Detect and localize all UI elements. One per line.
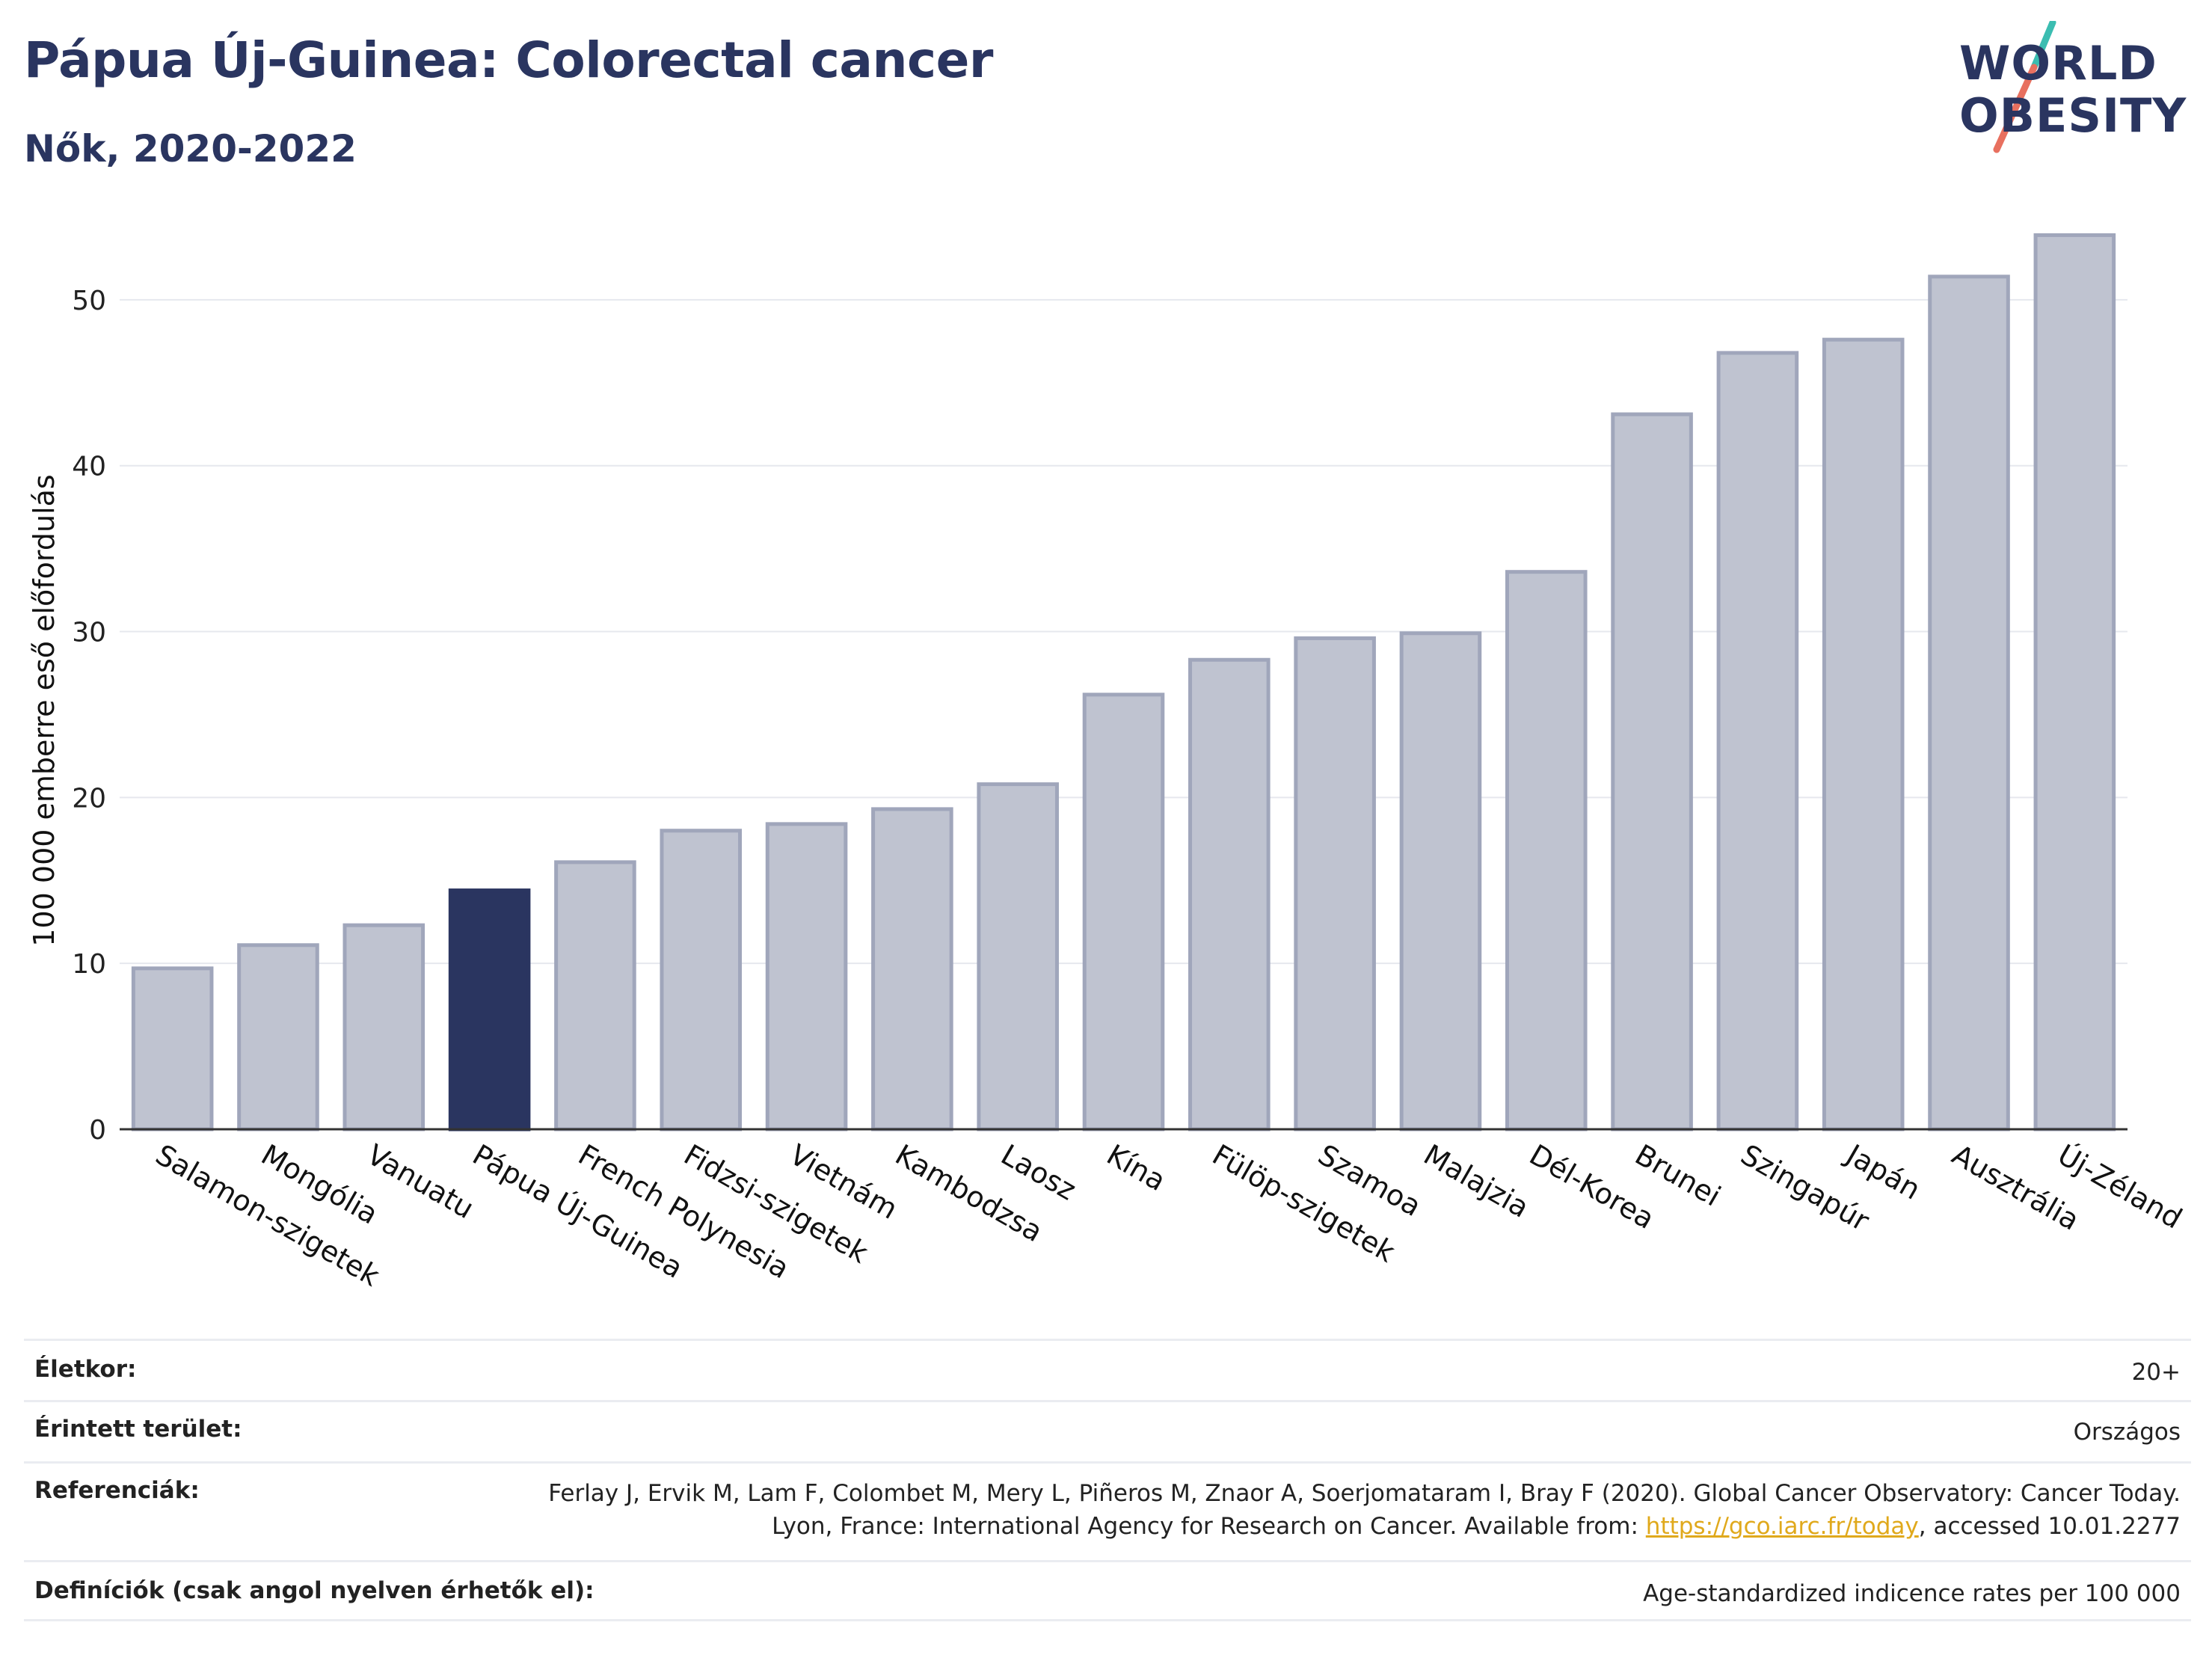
info-row-area: Érintett terület: Országos [24,1400,2191,1461]
page-title: Pápua Új-Guinea: Colorectal cancer [24,31,993,89]
bar-chart: 0 10 20 30 40 50 Salamon-szigetekMongóliaVanu… [28,233,2188,1293]
bar [1716,351,1799,1132]
y-tick-labels: 0 10 20 30 40 50 [72,286,106,1146]
y-axis-label: 100 000 emberre eső előfordulás [28,474,61,946]
bar [1082,693,1165,1132]
world-obesity-logo: WORLD OBESITY [1944,21,2202,163]
x-tick-label: Vanuatu [361,1138,479,1225]
logo-line2: OBESITY [1959,88,2187,143]
bar [2033,233,2116,1132]
bar [1294,636,1376,1132]
x-tick-label: Kína [1102,1138,1172,1198]
x-tick-label: Malajzia [1419,1138,1535,1224]
info-row-definitions: Definíciók (csak angol nyelven érhetők e… [24,1560,2191,1621]
y-tick-label: 0 [89,1115,106,1146]
definitions-label: Definíciók (csak angol nyelven érhetők e… [34,1577,595,1604]
bar [1611,412,1693,1132]
references-text: Ferlay J, Ervik M, Lam F, Colombet M, Me… [548,1480,2181,1540]
info-table: Életkor: 20+ Érintett terület: Országos … [24,1339,2191,1621]
bar [1928,274,2010,1132]
references-tail: , accessed 10.01.2277 [1918,1513,2181,1540]
y-tick-label: 30 [72,618,106,648]
logo-slash-icon [1993,21,2056,153]
references-value: Ferlay J, Ervik M, Lam F, Colombet M, Me… [498,1477,2191,1543]
bar [1399,631,1482,1132]
bar [660,829,743,1132]
bar [871,807,953,1132]
bar [342,923,425,1132]
bar [1188,657,1271,1132]
y-tick-label: 20 [72,783,106,814]
y-tick-label: 50 [72,286,106,316]
bar [131,966,214,1132]
bar [448,888,531,1132]
y-tick-label: 10 [72,949,106,980]
page-subtitle: Nők, 2020-2022 [24,127,357,171]
logo-line1: WORLD [1959,36,2157,90]
age-value: 20+ [2131,1359,2181,1386]
definitions-value: Age-standardized indicence rates per 100… [1643,1580,2181,1607]
info-row-references: Referenciák: Ferlay J, Ervik M, Lam F, C… [24,1461,2191,1560]
bar [977,782,1059,1132]
references-label: Referenciák: [34,1477,200,1504]
info-row-age: Életkor: 20+ [24,1339,2191,1400]
bar [765,822,848,1132]
area-value: Országos [2073,1419,2181,1446]
references-link[interactable]: https://gco.iarc.fr/today [1645,1513,1919,1540]
bar [1505,570,1588,1132]
bar [237,943,319,1132]
x-tick-label: Fülöp-szigetek [1207,1138,1401,1269]
bar [1822,337,1905,1132]
y-tick-label: 40 [72,452,106,482]
bars [131,233,2116,1132]
area-label: Érintett terület: [34,1416,242,1443]
bar [554,860,636,1132]
age-label: Életkor: [34,1356,137,1383]
